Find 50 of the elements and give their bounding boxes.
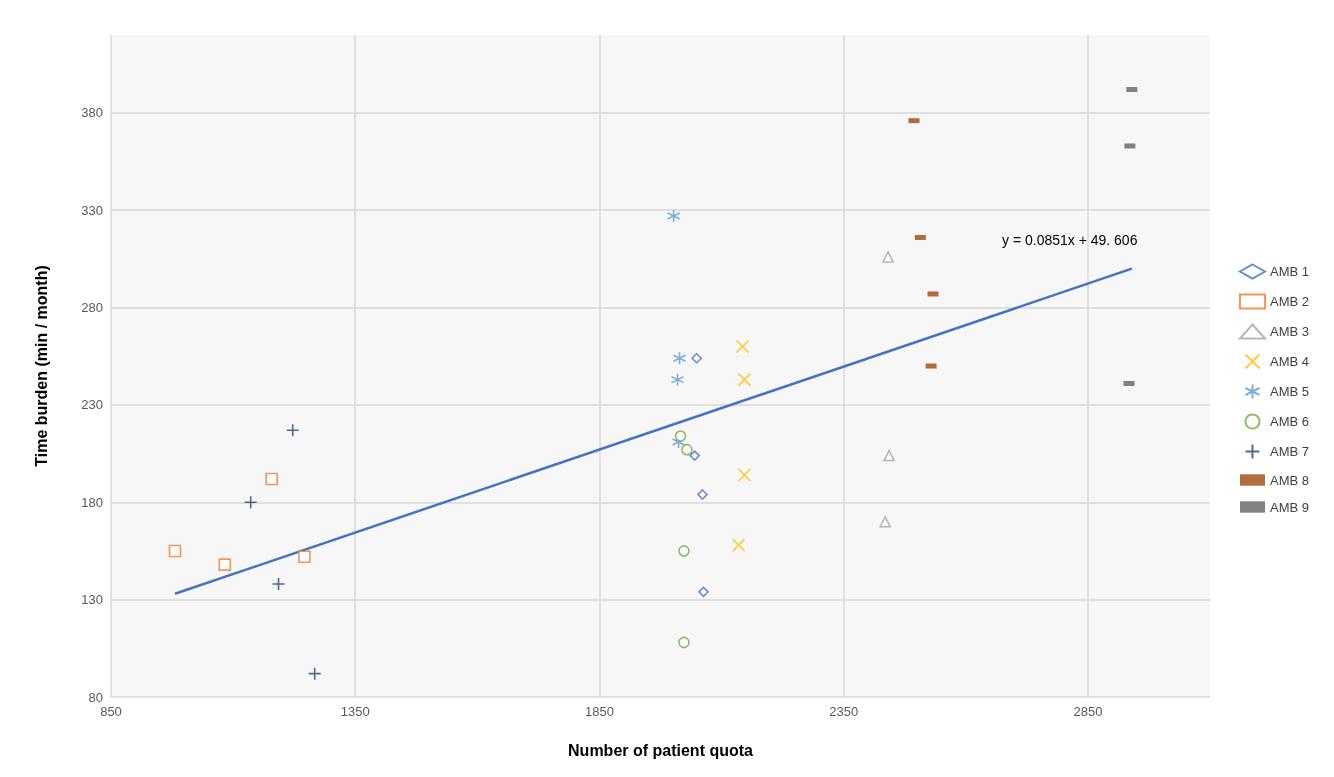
y-tick-label: 180 bbox=[81, 494, 103, 510]
point bbox=[307, 666, 322, 681]
point bbox=[265, 472, 278, 486]
y-tick-label: 130 bbox=[81, 592, 103, 608]
x-tick-label: 850 bbox=[100, 704, 122, 719]
point bbox=[681, 443, 693, 456]
point bbox=[243, 495, 258, 510]
legend-label: AMB 9 bbox=[1269, 499, 1309, 515]
point bbox=[678, 545, 690, 557]
point bbox=[689, 450, 700, 461]
x-tick-label: 1350 bbox=[340, 704, 370, 719]
point bbox=[883, 449, 895, 462]
point bbox=[691, 352, 702, 364]
y-tick-label: 230 bbox=[81, 397, 103, 413]
legend-label: AMB 5 bbox=[1269, 384, 1309, 399]
x-tick-label: 1850 bbox=[584, 704, 614, 719]
legend-label: AMB 1 bbox=[1269, 264, 1309, 279]
point bbox=[218, 558, 232, 571]
y-tick-label: 380 bbox=[81, 105, 103, 121]
point bbox=[271, 577, 286, 591]
legend-label: AMB 6 bbox=[1269, 414, 1309, 429]
x-tick-label: 2350 bbox=[829, 704, 859, 719]
point bbox=[666, 209, 681, 223]
legend-label: AMB 8 bbox=[1269, 472, 1309, 488]
point bbox=[285, 423, 300, 438]
point bbox=[737, 372, 752, 387]
legend-label: AMB 2 bbox=[1269, 294, 1309, 309]
y-tick-label: 80 bbox=[88, 689, 103, 705]
y-tick-label: 330 bbox=[81, 202, 103, 218]
point bbox=[298, 550, 311, 564]
legend-label: AMB 7 bbox=[1269, 444, 1309, 459]
point bbox=[168, 544, 182, 558]
x-axis-title: Number of patient quota bbox=[568, 741, 754, 759]
y-tick-label: 280 bbox=[81, 300, 103, 316]
legend-label: AMB 4 bbox=[1269, 354, 1309, 369]
x-tick-label: 2850 bbox=[1073, 704, 1103, 719]
y-axis-title: Time burden (min / month) bbox=[32, 265, 50, 467]
legend-label: AMB 3 bbox=[1269, 324, 1309, 339]
point bbox=[674, 430, 687, 442]
point bbox=[731, 538, 746, 552]
point bbox=[882, 251, 894, 263]
point bbox=[879, 515, 891, 528]
point bbox=[735, 339, 750, 354]
point bbox=[697, 489, 708, 500]
point bbox=[672, 351, 687, 366]
point bbox=[678, 636, 690, 649]
point bbox=[698, 586, 709, 598]
annotation: y = 0.0851x + 49. 606 bbox=[1002, 232, 1138, 248]
point bbox=[737, 468, 752, 482]
point bbox=[670, 372, 685, 387]
